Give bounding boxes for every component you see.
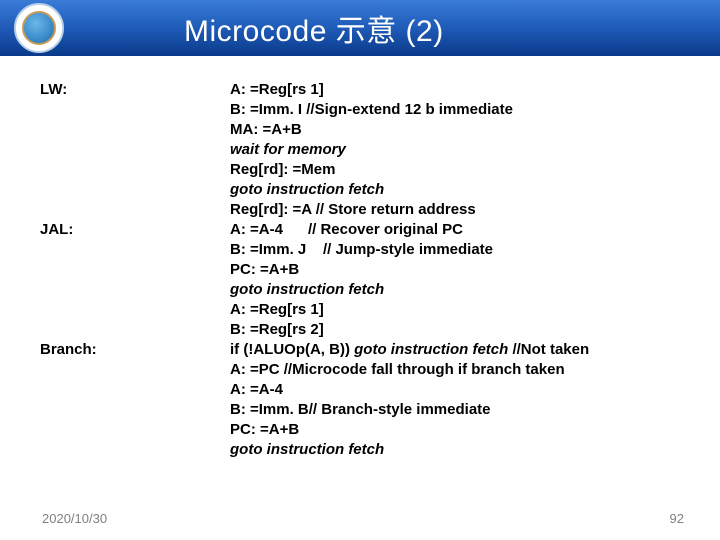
code-line: B: =Reg[rs 2] xyxy=(230,320,700,340)
label-branch: Branch: xyxy=(40,340,230,360)
microcode-listing: A: =Reg[rs 1] B: =Imm. I //Sign-extend 1… xyxy=(230,80,700,460)
code-line: PC: =A+B xyxy=(230,420,700,440)
code-line: Reg[rd]: =Mem xyxy=(230,160,700,180)
code-line: B: =Imm. J // Jump-style immediate xyxy=(230,240,700,260)
code-line: A: =Reg[rs 1] xyxy=(230,300,700,320)
title-bar: Microcode 示意 (2) xyxy=(0,0,720,56)
slide-title: Microcode 示意 (2) xyxy=(184,6,444,50)
code-line: PC: =A+B xyxy=(230,260,700,280)
code-line: goto instruction fetch xyxy=(230,440,700,460)
code-line: MA: =A+B xyxy=(230,120,700,140)
code-line: wait for memory xyxy=(230,140,700,160)
code-line: A: =A-4 // Recover original PC xyxy=(230,220,700,240)
code-line: A: =PC //Microcode fall through if branc… xyxy=(230,360,700,380)
code-line: B: =Imm. I //Sign-extend 12 b immediate xyxy=(230,100,700,120)
label-jal: JAL: xyxy=(40,220,230,240)
code-line: goto instruction fetch xyxy=(230,180,700,200)
code-line: B: =Imm. B// Branch-style immediate xyxy=(230,400,700,420)
logo-globe-icon xyxy=(22,11,56,45)
university-logo xyxy=(14,3,64,53)
slide-footer: 2020/10/30 92 xyxy=(0,511,720,526)
slide-body: LW: JAL: Branch: A: =Reg[rs 1] B: =Imm. … xyxy=(0,56,720,460)
code-line: Reg[rd]: =A // Store return address xyxy=(230,200,700,220)
code-line: goto instruction fetch xyxy=(230,280,700,300)
label-lw: LW: xyxy=(40,80,230,100)
instruction-labels: LW: JAL: Branch: xyxy=(40,80,230,460)
code-line: A: =Reg[rs 1] xyxy=(230,80,700,100)
code-line: A: =A-4 xyxy=(230,380,700,400)
footer-page: 92 xyxy=(670,511,684,526)
footer-date: 2020/10/30 xyxy=(42,511,107,526)
code-line: if (!ALUOp(A, B)) goto instruction fetch… xyxy=(230,340,700,360)
